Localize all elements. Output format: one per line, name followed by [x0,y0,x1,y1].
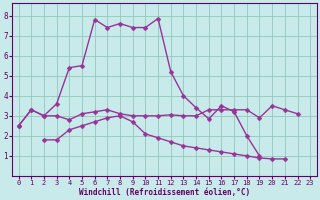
X-axis label: Windchill (Refroidissement éolien,°C): Windchill (Refroidissement éolien,°C) [79,188,250,197]
